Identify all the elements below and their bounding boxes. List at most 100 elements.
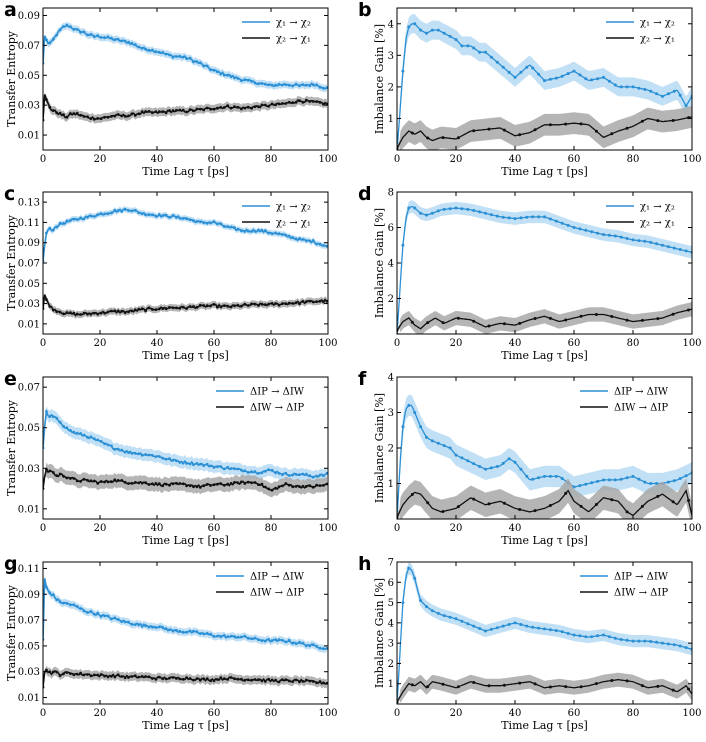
data-point xyxy=(113,448,117,451)
data-point xyxy=(489,466,493,470)
data-point xyxy=(315,300,318,303)
data-point xyxy=(110,617,113,621)
data-point xyxy=(226,304,230,308)
data-point xyxy=(151,308,154,311)
data-point xyxy=(147,625,151,629)
data-point xyxy=(229,676,233,679)
data-point xyxy=(267,231,271,235)
x-tick-label: 20 xyxy=(94,708,107,719)
data-point xyxy=(311,239,315,242)
data-point xyxy=(120,210,124,213)
data-point xyxy=(270,639,274,642)
data-point xyxy=(48,226,52,230)
data-point xyxy=(430,609,434,613)
data-point xyxy=(79,480,82,483)
data-point xyxy=(666,480,670,484)
y-axis-label: Imbalance Gain [%] xyxy=(373,393,386,503)
data-point xyxy=(79,216,82,220)
data-point xyxy=(525,474,529,478)
data-point xyxy=(195,485,199,489)
data-point xyxy=(168,215,171,219)
data-point xyxy=(454,617,458,621)
x-tick-label: 100 xyxy=(318,708,337,719)
data-point xyxy=(137,307,141,311)
data-point xyxy=(202,464,206,467)
data-point xyxy=(164,213,168,217)
data-point xyxy=(291,641,295,645)
data-point xyxy=(168,676,171,680)
data-point xyxy=(120,448,124,452)
data-point xyxy=(222,677,226,680)
data-point xyxy=(257,483,260,486)
data-point xyxy=(216,465,219,469)
data-point xyxy=(246,304,250,307)
y-tick-label: 0.05 xyxy=(18,71,40,82)
data-point xyxy=(151,677,154,680)
data-point xyxy=(246,105,250,109)
data-point xyxy=(572,633,576,637)
data-point xyxy=(79,30,82,34)
data-point xyxy=(246,229,250,233)
data-point xyxy=(425,31,428,35)
data-point xyxy=(226,225,230,228)
data-point xyxy=(502,322,506,326)
data-point xyxy=(678,644,682,648)
data-point xyxy=(219,72,223,76)
x-tick-label: 100 xyxy=(318,338,337,349)
data-point xyxy=(110,444,113,448)
legend-label: χ₂ → χ₁ xyxy=(640,218,675,229)
data-point xyxy=(157,307,161,311)
data-point xyxy=(291,101,295,105)
data-point xyxy=(171,676,175,679)
data-point xyxy=(436,611,440,615)
data-point xyxy=(267,302,271,306)
panel-c: c 0 20 40 60 80 100 0.01 0.03 0.05 0.07 0.09 0.11 0.1… xyxy=(4,183,338,362)
legend-b: χ₁ → χ₂ χ₂ → χ₁ xyxy=(606,18,675,45)
data-point xyxy=(579,122,583,126)
data-point xyxy=(666,642,670,646)
data-point xyxy=(672,89,676,93)
data-point xyxy=(103,674,106,678)
panel-letter-b: b xyxy=(358,0,372,21)
data-point xyxy=(456,505,460,509)
data-point xyxy=(161,484,165,488)
data-point xyxy=(236,227,240,231)
data-point xyxy=(168,628,171,632)
data-point xyxy=(284,678,288,682)
data-point xyxy=(274,471,277,475)
data-point xyxy=(185,110,189,114)
data-point xyxy=(277,485,281,489)
data-point xyxy=(212,483,216,487)
y-axis-label: Transfer Entropy xyxy=(5,214,18,311)
data-point xyxy=(62,672,65,676)
data-point xyxy=(99,36,103,39)
data-point xyxy=(502,128,506,132)
data-point xyxy=(137,112,141,116)
x-tick-label: 60 xyxy=(208,154,221,165)
data-point xyxy=(103,212,106,216)
data-point xyxy=(72,430,76,434)
data-point xyxy=(99,117,103,121)
data-point xyxy=(116,447,120,451)
data-point xyxy=(240,107,243,111)
data-point xyxy=(137,623,141,627)
x-tick-label: 20 xyxy=(94,338,107,349)
data-point xyxy=(175,108,178,112)
data-point xyxy=(92,437,96,441)
data-point xyxy=(257,82,260,86)
data-point xyxy=(113,114,117,118)
data-point xyxy=(410,493,414,496)
data-point xyxy=(426,136,430,140)
data-point xyxy=(531,215,535,219)
data-point xyxy=(123,207,127,211)
data-point xyxy=(137,45,141,49)
data-point xyxy=(466,44,470,48)
data-point xyxy=(161,626,165,629)
data-point xyxy=(168,457,171,461)
confidence-band-c-1 xyxy=(43,293,327,319)
data-point xyxy=(69,112,72,115)
data-point xyxy=(130,112,134,116)
data-point xyxy=(322,300,325,304)
data-point xyxy=(175,216,178,219)
data-point xyxy=(216,634,219,638)
